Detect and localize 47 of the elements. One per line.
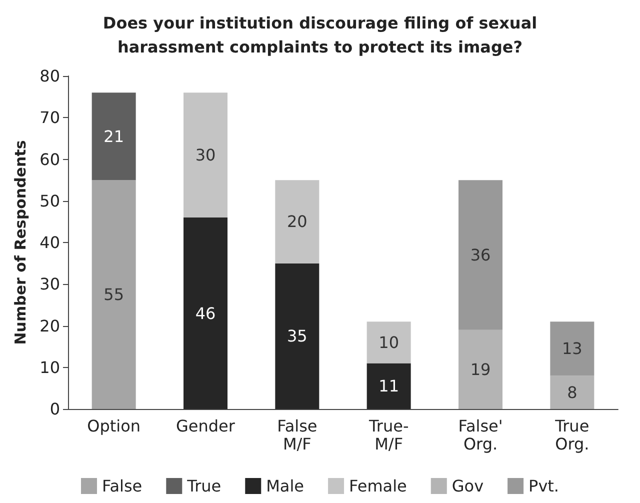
x-tick-label: Gender xyxy=(176,416,236,436)
y-tick-label: 80 xyxy=(40,66,60,86)
x-tick-label: False' Org. xyxy=(458,416,503,454)
legend-label: False xyxy=(102,476,142,496)
data-label: 10 xyxy=(378,332,400,352)
x-tick-label: True Org. xyxy=(554,416,590,454)
x-tick-label: True- M/F xyxy=(368,416,409,454)
y-tick-label: 70 xyxy=(40,108,60,128)
data-label: 55 xyxy=(104,285,124,304)
data-label: 36 xyxy=(470,245,491,264)
legend-label: Pvt. xyxy=(528,476,560,496)
legend-label: Male xyxy=(266,476,304,496)
bar xyxy=(275,180,320,264)
data-label: 11 xyxy=(378,376,400,396)
y-axis-title: Number of Respondents xyxy=(12,140,30,345)
x-tick-label: False M/F xyxy=(277,416,318,454)
data-label: 19 xyxy=(470,360,491,379)
bar xyxy=(458,180,502,330)
legend-label: True xyxy=(186,476,222,496)
data-label: 35 xyxy=(286,326,308,346)
bar xyxy=(184,92,228,218)
y-tick-label: 50 xyxy=(40,191,60,210)
data-label: 13 xyxy=(562,339,582,358)
bar xyxy=(550,376,594,409)
y-tick-label: 20 xyxy=(40,316,60,336)
bar xyxy=(92,92,136,180)
bar xyxy=(275,263,320,409)
bar xyxy=(92,180,136,409)
data-label: 8 xyxy=(567,382,578,402)
bar xyxy=(366,322,411,364)
y-tick-label: 30 xyxy=(40,274,60,294)
legend-label: Gov xyxy=(452,476,484,496)
bar xyxy=(458,330,502,409)
chart-title: Does your institution discourage filing of sexual harassment complaints to protect its image? xyxy=(102,14,538,56)
y-tick-label: 40 xyxy=(40,233,60,252)
data-label: 46 xyxy=(195,304,216,323)
bar xyxy=(550,322,594,376)
data-label: 21 xyxy=(104,126,124,146)
data-label: 20 xyxy=(286,212,308,232)
bar xyxy=(184,218,228,409)
x-tick-label: Option xyxy=(87,416,141,436)
y-tick-label: 10 xyxy=(40,358,60,377)
y-tick-label: 0 xyxy=(50,400,60,418)
y-tick-label: 60 xyxy=(40,150,60,169)
data-label: 30 xyxy=(195,146,216,165)
bar xyxy=(366,363,411,409)
legend-label: Female xyxy=(349,476,407,496)
